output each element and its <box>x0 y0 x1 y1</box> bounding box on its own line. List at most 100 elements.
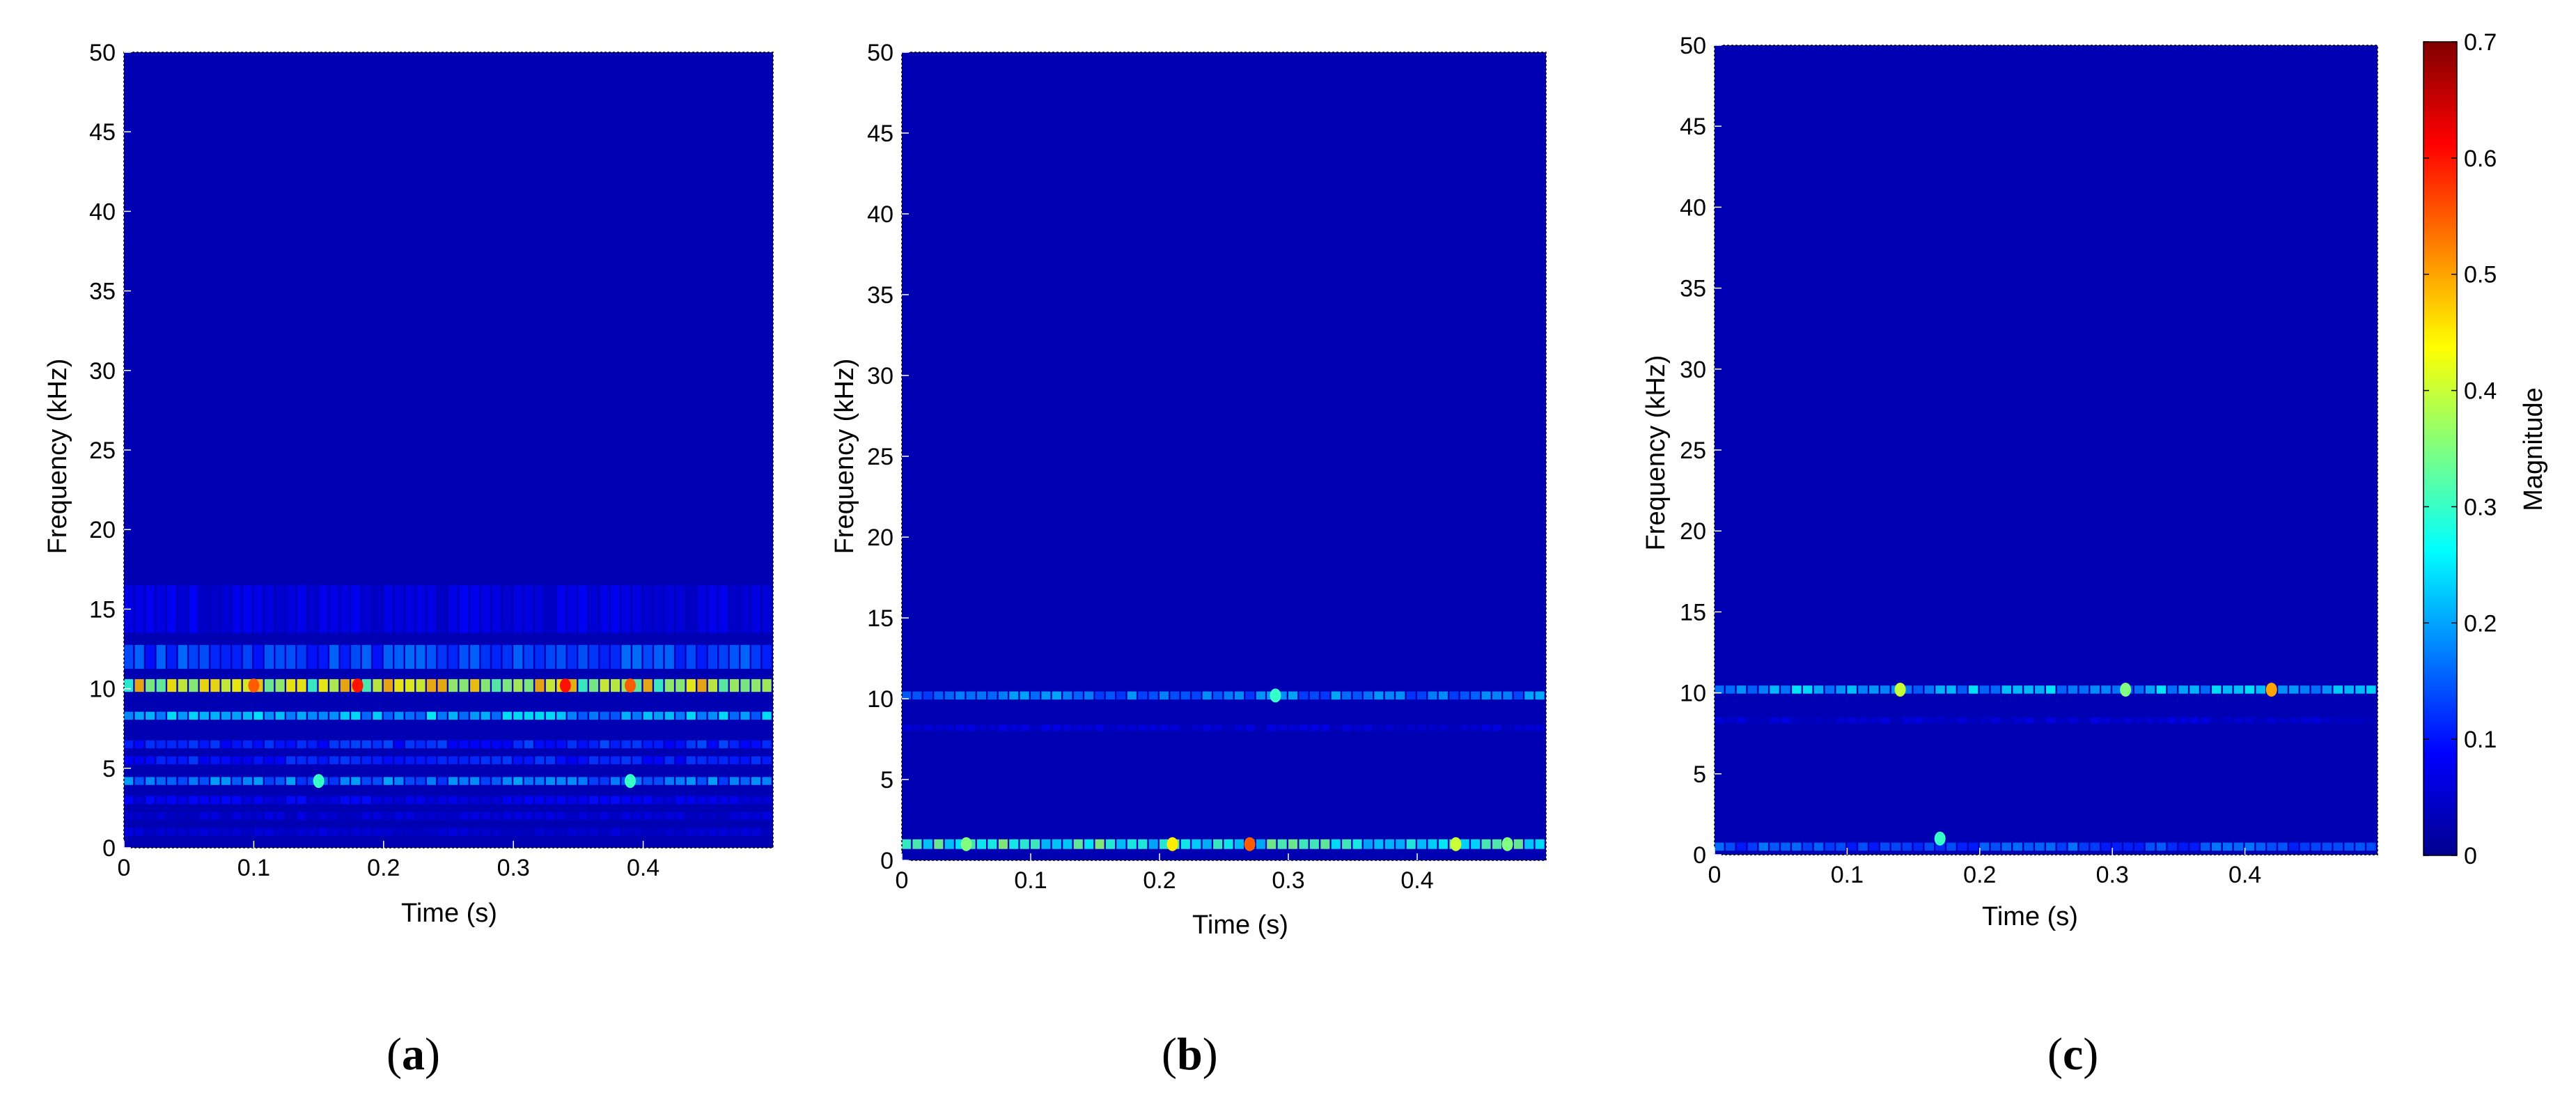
band-cell <box>286 740 296 749</box>
band-cell <box>297 756 306 765</box>
band-cell <box>470 812 480 820</box>
band-cell <box>297 796 306 805</box>
band-cell <box>1116 691 1126 700</box>
band-cell <box>1396 691 1405 700</box>
band-cell <box>156 828 166 836</box>
band-cell <box>318 679 328 692</box>
band-cell <box>459 828 469 836</box>
band-cell <box>621 756 631 765</box>
band-cell <box>654 796 664 805</box>
band-cell <box>492 756 501 765</box>
band-cell <box>1352 839 1362 849</box>
band-cell <box>178 585 187 633</box>
band-cell <box>437 585 447 633</box>
band-cell <box>502 828 512 836</box>
band-cell <box>1406 724 1416 731</box>
band-cell <box>405 812 415 820</box>
band-cell <box>178 711 187 720</box>
band-cell <box>654 679 664 692</box>
band-cell <box>2322 842 2332 851</box>
band-cell <box>1869 685 1879 694</box>
band-cell <box>264 796 274 805</box>
band-cell <box>2311 685 2321 694</box>
band-cell <box>751 679 761 692</box>
band-cell <box>1968 685 1978 694</box>
band-cell <box>405 644 415 669</box>
band-cell <box>643 828 653 836</box>
band-cell <box>383 585 393 633</box>
x-tick-label: 0.4 <box>2228 862 2261 888</box>
band-cell <box>643 812 653 820</box>
band-cell <box>1180 724 1190 731</box>
band-cell <box>524 796 533 805</box>
band-cell <box>1869 842 1879 851</box>
band-cell <box>2013 717 2022 724</box>
band-cell <box>361 756 371 765</box>
band-cell <box>1802 842 1813 851</box>
band-cell <box>2245 717 2255 724</box>
band-cell <box>676 812 685 820</box>
band-cell <box>146 812 155 820</box>
band-cell <box>383 756 393 765</box>
band-cell <box>481 777 490 785</box>
band-cell <box>308 796 318 805</box>
band-cell <box>600 796 609 805</box>
band-cell <box>426 828 437 836</box>
band-cell <box>416 644 426 669</box>
band-cell <box>210 796 220 805</box>
band-cell <box>2322 685 2332 694</box>
band-cell <box>437 777 447 785</box>
band-cell <box>437 711 447 720</box>
band-cell <box>1715 842 1724 851</box>
band-cell <box>654 756 664 765</box>
band-cell <box>2167 717 2177 724</box>
band-cell <box>156 679 166 692</box>
band-cell <box>1374 724 1384 731</box>
band-cell <box>426 756 437 765</box>
band-cell <box>481 740 490 749</box>
band-cell <box>2300 717 2310 724</box>
band-cell <box>1725 685 1735 694</box>
band-cell <box>2156 685 2167 694</box>
band-cell <box>535 585 545 633</box>
band-cell <box>912 724 922 731</box>
band-cell <box>134 585 144 633</box>
band-cell <box>242 711 253 720</box>
band-cell <box>253 777 263 785</box>
band-cell <box>297 777 306 785</box>
band-cell <box>329 796 339 805</box>
band-cell <box>1309 724 1319 731</box>
band-cell <box>600 711 609 720</box>
band-cell <box>513 777 523 785</box>
band-cell <box>242 756 253 765</box>
hotspot <box>2120 683 2132 697</box>
band-cell <box>1492 839 1501 849</box>
y-tick-label: 30 <box>89 358 116 385</box>
band-cell <box>1020 691 1029 700</box>
band-cell <box>1352 691 1362 700</box>
x-tick-label: 0.1 <box>237 855 270 881</box>
band-cell <box>535 756 545 765</box>
band-cell <box>1105 724 1115 731</box>
band-cell <box>1460 691 1469 700</box>
band-cell <box>751 756 761 765</box>
band-cell <box>437 756 447 765</box>
band-cell <box>156 711 166 720</box>
band-cell <box>1116 724 1126 731</box>
band-cell <box>470 644 480 669</box>
band-cell <box>2333 717 2343 724</box>
band-cell <box>1073 724 1083 731</box>
band-cell <box>719 644 728 669</box>
band-cell <box>394 644 404 669</box>
band-cell <box>459 644 469 669</box>
band-cell <box>654 644 664 669</box>
band-cell <box>146 740 155 749</box>
band-cell <box>1524 839 1534 849</box>
band-cell <box>2201 685 2210 694</box>
band-cell <box>492 828 501 836</box>
band-cell <box>719 812 728 820</box>
band-cell <box>178 777 187 785</box>
band-cell <box>2101 842 2111 851</box>
band-cell <box>264 812 274 820</box>
band-cell <box>934 691 944 700</box>
